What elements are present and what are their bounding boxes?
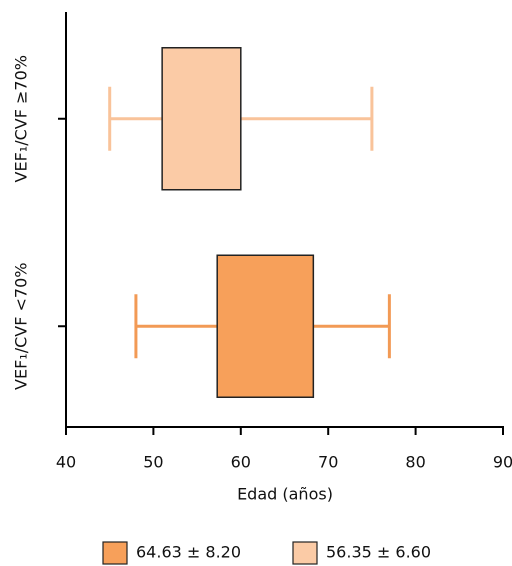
x-tick-label: 40 <box>56 453 76 472</box>
legend-label: 64.63 ± 8.20 <box>136 543 241 562</box>
x-tick-label: 60 <box>231 453 251 472</box>
box <box>161 47 242 191</box>
x-tick-label: 90 <box>493 453 512 472</box>
legend-swatch <box>292 541 318 565</box>
x-tick-label: 80 <box>405 453 425 472</box>
legend-swatch <box>102 541 128 565</box>
x-axis-label: Edad (años) <box>237 485 333 504</box>
legend-label: 56.35 ± 6.60 <box>326 543 431 562</box>
x-tick-label: 70 <box>318 453 338 472</box>
y-tick-label: VEF₁/CVF <70% <box>12 263 31 390</box>
x-tick-label: 50 <box>143 453 163 472</box>
y-tick-label: VEF₁/CVF ≥70% <box>12 55 31 182</box>
box <box>216 254 315 398</box>
